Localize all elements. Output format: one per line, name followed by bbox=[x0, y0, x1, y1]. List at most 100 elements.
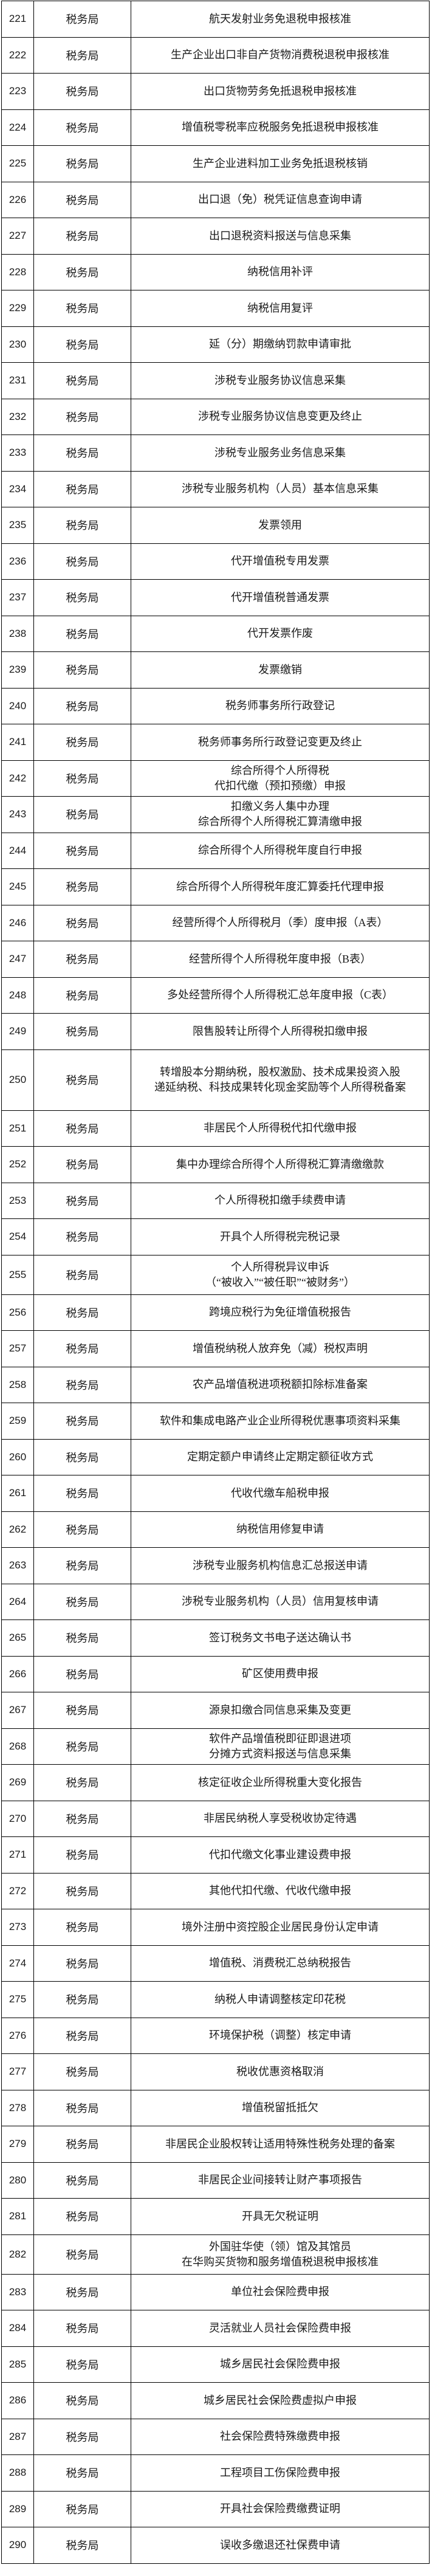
row-bureau: 税务局 bbox=[33, 2382, 131, 2419]
row-number: 247 bbox=[1, 941, 34, 978]
table-row: 285 税务局 城乡居民社会保险费申报 bbox=[1, 2346, 430, 2383]
table-row: 225 税务局 生产企业进料加工业务免抵退税核销 bbox=[1, 145, 430, 182]
row-item: 航天发射业务免退税申报核准 bbox=[131, 1, 430, 38]
table-row: 272 税务局 其他代扣代缴、代收代缴申报 bbox=[1, 1872, 430, 1909]
row-item: 发票领用 bbox=[131, 507, 430, 544]
row-number: 289 bbox=[1, 2490, 34, 2527]
row-item: 增值税留抵抵欠 bbox=[131, 2089, 430, 2126]
row-bureau: 税务局 bbox=[33, 543, 131, 580]
item-line: 税务师事务所行政登记变更及终止 bbox=[198, 735, 362, 748]
item-line: 开具个人所得税完税记录 bbox=[220, 1230, 340, 1243]
row-number: 231 bbox=[1, 362, 34, 399]
item-line: 多处经营所得个人所得税汇总年度申报（C表） bbox=[166, 989, 393, 1001]
row-bureau: 税务局 bbox=[33, 1475, 131, 1512]
row-item: 延（分）期缴纳罚款申请审批 bbox=[131, 326, 430, 363]
row-item: 灵活就业人员社会保险费申报 bbox=[131, 2310, 430, 2347]
row-bureau: 税务局 bbox=[33, 1049, 131, 1111]
row-item: 环境保护税（调整）核定申请 bbox=[131, 2017, 430, 2054]
item-line: 软件和集成电路产业企业所得税优惠事项资料采集 bbox=[160, 1414, 400, 1427]
row-item: 综合所得个人所得税年度汇算委托代理申报 bbox=[131, 868, 430, 905]
row-number: 267 bbox=[1, 1692, 34, 1729]
row-item: 出口货物劳务免抵退税申报核准 bbox=[131, 73, 430, 110]
item-line: 代开增值税专用发票 bbox=[231, 555, 329, 568]
table-row: 232 税务局 涉税专业服务协议信息变更及终止 bbox=[1, 398, 430, 435]
row-bureau: 税务局 bbox=[33, 1945, 131, 1982]
row-item: 核定征收企业所得税重大变化报告 bbox=[131, 1764, 430, 1801]
row-number: 241 bbox=[1, 724, 34, 761]
row-bureau: 税务局 bbox=[33, 687, 131, 724]
row-bureau: 税务局 bbox=[33, 181, 131, 218]
item-line: 其他代扣代缴、代收代缴申报 bbox=[209, 1884, 351, 1897]
row-bureau: 税务局 bbox=[33, 1909, 131, 1946]
row-number: 238 bbox=[1, 615, 34, 652]
item-line: 非居民个人所得税代扣代缴申报 bbox=[204, 1122, 357, 1135]
row-number: 235 bbox=[1, 507, 34, 544]
item-line: 综合所得个人所得税汇算清缴申报 bbox=[198, 816, 362, 828]
row-item: 代收代缴车船税申报 bbox=[131, 1475, 430, 1512]
table-row: 235 税务局 发票领用 bbox=[1, 507, 430, 544]
row-item: 扣缴义务人集中办理 综合所得个人所得税汇算清缴申报 bbox=[131, 796, 430, 833]
row-item: 软件产品增值税即征即退进项 分摊方式资料报送与信息采集 bbox=[131, 1728, 430, 1765]
row-item: 城乡居民社会保险费虚拟户申报 bbox=[131, 2382, 430, 2419]
row-number: 254 bbox=[1, 1218, 34, 1255]
row-number: 236 bbox=[1, 543, 34, 580]
item-line: 涉税专业服务机构信息汇总报送申请 bbox=[193, 1559, 368, 1571]
row-bureau: 税务局 bbox=[33, 651, 131, 689]
item-line: 税务师事务所行政登记 bbox=[225, 699, 335, 712]
item-line: 境外注册中资控股企业居民身份认定申请 bbox=[182, 1920, 379, 1933]
row-item: 外国驻华使（领）馆及其馆员 在华购买货物和服务增值税退税申报核准 bbox=[131, 2234, 430, 2275]
row-number: 272 bbox=[1, 1872, 34, 1909]
item-line: 涉税专业服务业务信息采集 bbox=[214, 446, 346, 459]
item-line: 农产品增值税进项税额扣除标准备案 bbox=[193, 1378, 368, 1391]
row-number: 281 bbox=[1, 2198, 34, 2235]
row-item: 涉税专业服务业务信息采集 bbox=[131, 434, 430, 472]
table-row: 233 税务局 涉税专业服务业务信息采集 bbox=[1, 434, 430, 472]
row-item: 非居民企业间接转让财产事项报告 bbox=[131, 2162, 430, 2199]
row-bureau: 税务局 bbox=[33, 1655, 131, 1692]
table-row: 284 税务局 灵活就业人员社会保险费申报 bbox=[1, 2310, 430, 2347]
row-bureau: 税务局 bbox=[33, 904, 131, 941]
item-line: 涉税专业服务协议信息采集 bbox=[214, 374, 346, 386]
item-line: 外国驻华使（领）馆及其馆员 bbox=[209, 2240, 351, 2253]
row-item: 城乡居民社会保险费申报 bbox=[131, 2346, 430, 2383]
table-row: 227 税务局 出口退税资料报送与信息采集 bbox=[1, 218, 430, 255]
item-line: 生产企业出口非自产货物消费税退税申报核准 bbox=[171, 49, 389, 61]
table-row: 282 税务局 外国驻华使（领）馆及其馆员 在华购买货物和服务增值税退税申报核准 bbox=[1, 2234, 430, 2275]
row-number: 271 bbox=[1, 1836, 34, 1874]
item-line: 定期定额户申请终止定期定额征收方式 bbox=[187, 1451, 373, 1463]
row-number: 250 bbox=[1, 1049, 34, 1111]
row-item: 开具个人所得税完税记录 bbox=[131, 1218, 430, 1255]
item-line: 矿区使用费申报 bbox=[242, 1668, 318, 1680]
row-number: 249 bbox=[1, 1013, 34, 1050]
item-line: 延（分）期缴纳罚款申请审批 bbox=[209, 338, 351, 351]
row-bureau: 税务局 bbox=[33, 1583, 131, 1620]
row-bureau: 税务局 bbox=[33, 1438, 131, 1475]
row-item: 税收优惠资格取消 bbox=[131, 2053, 430, 2090]
row-bureau: 税务局 bbox=[33, 868, 131, 905]
row-number: 269 bbox=[1, 1764, 34, 1801]
row-bureau: 税务局 bbox=[33, 253, 131, 290]
table-row: 274 税务局 增值税、消费税汇总纳税报告 bbox=[1, 1945, 430, 1982]
row-item: 非居民企业股权转让适用特殊性税务处理的备案 bbox=[131, 2126, 430, 2163]
row-item: 单位社会保险费申报 bbox=[131, 2273, 430, 2310]
row-bureau: 税务局 bbox=[33, 1254, 131, 1295]
row-bureau: 税务局 bbox=[33, 1218, 131, 1255]
item-line: 跨境应税行为免征增值税报告 bbox=[209, 1306, 351, 1319]
item-line: 增值税零税率应税服务免抵退税申报核准 bbox=[182, 121, 379, 134]
row-bureau: 税务局 bbox=[33, 1692, 131, 1729]
row-bureau: 税务局 bbox=[33, 579, 131, 616]
table-row: 228 税务局 纳税信用补评 bbox=[1, 253, 430, 290]
row-item: 涉税专业服务机构（人员）信用复核申请 bbox=[131, 1583, 430, 1620]
row-bureau: 税务局 bbox=[33, 1146, 131, 1183]
item-line: 个人所得税扣缴手续费申请 bbox=[214, 1194, 346, 1207]
table-row: 257 税务局 增值税纳税人放弃免（减）税权声明 bbox=[1, 1330, 430, 1367]
row-item: 签订税务文书电子送达确认书 bbox=[131, 1619, 430, 1657]
table-row: 276 税务局 环境保护税（调整）核定申请 bbox=[1, 2017, 430, 2054]
table-row: 221 税务局 航天发射业务免退税申报核准 bbox=[1, 1, 430, 38]
table-row: 270 税务局 非居民纳税人享受税收协定待遇 bbox=[1, 1800, 430, 1837]
row-number: 256 bbox=[1, 1294, 34, 1331]
row-number: 280 bbox=[1, 2162, 34, 2199]
row-number: 221 bbox=[1, 1, 34, 38]
item-line: 城乡居民社会保险费虚拟户申报 bbox=[204, 2394, 357, 2406]
row-number: 228 bbox=[1, 253, 34, 290]
